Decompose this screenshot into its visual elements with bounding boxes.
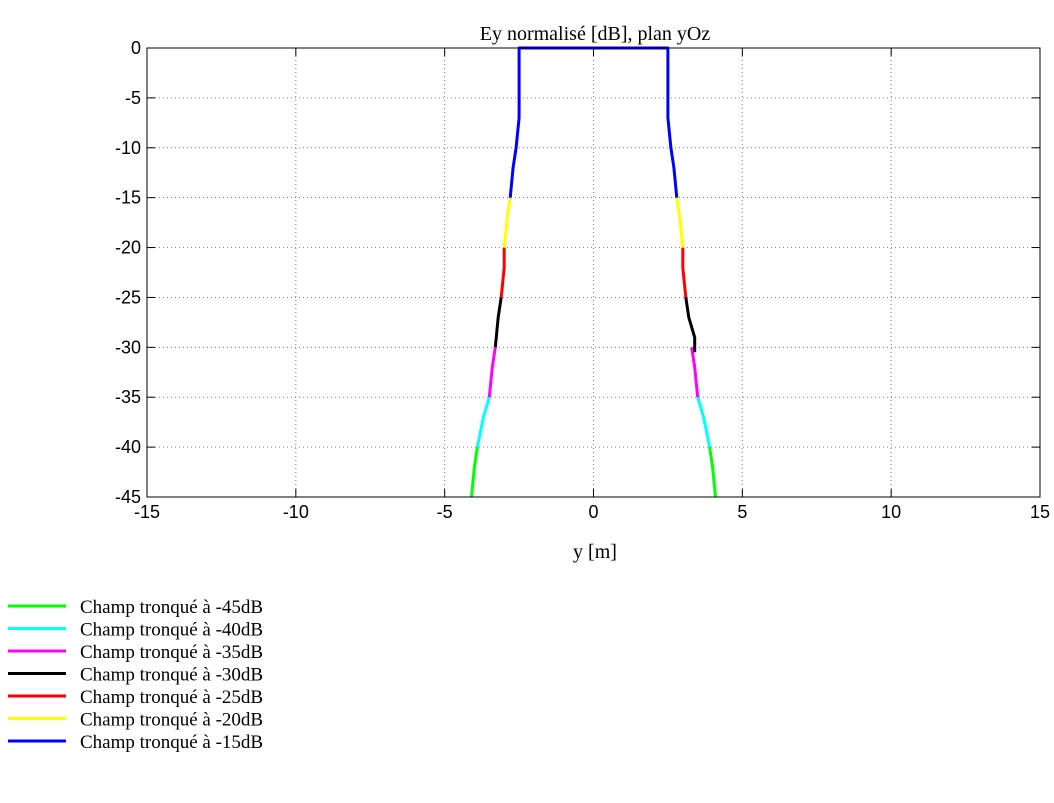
y-tick-label: -40 (115, 437, 141, 457)
y-tick-label: -15 (115, 188, 141, 208)
series-line (502, 197, 512, 248)
legend-label: Champ tronqué à -35dB (80, 642, 263, 663)
series-line (696, 396, 712, 448)
y-tick-label: -35 (115, 387, 141, 407)
legend-label: Champ tronqué à -45dB (80, 597, 263, 618)
y-tick-label: -30 (115, 337, 141, 357)
series-line (470, 446, 479, 498)
x-tick-label: 0 (588, 502, 598, 522)
x-tick-label: -5 (437, 502, 453, 522)
series-line (684, 297, 697, 353)
series-line (675, 197, 685, 248)
series-line (690, 347, 700, 398)
x-tick-label: -10 (283, 502, 309, 522)
chart-title: Ey normalisé [dB], plan yOz (480, 23, 711, 45)
series-line (499, 247, 506, 298)
y-tick-label: 0 (131, 38, 141, 58)
y-tick-label: -25 (115, 287, 141, 307)
y-tick-label: -20 (115, 238, 141, 258)
legend-label: Champ tronqué à -15dB (80, 732, 263, 753)
x-tick-label: 5 (737, 502, 747, 522)
legend-label: Champ tronqué à -30dB (80, 665, 263, 686)
x-tick-label: -15 (134, 502, 160, 522)
series-line (493, 297, 503, 348)
x-axis-label: y [m] (573, 541, 617, 563)
series-line (475, 396, 491, 448)
legend-label: Champ tronqué à -20dB (80, 710, 263, 731)
x-tick-label: 15 (1030, 502, 1050, 522)
y-tick-label: -45 (115, 487, 141, 507)
series-line (681, 247, 688, 298)
series-line (708, 446, 717, 498)
x-tick-label: 10 (881, 502, 901, 522)
y-tick-label: -5 (125, 88, 141, 108)
y-tick-label: -10 (115, 138, 141, 158)
plot-area: -15 -10 -5 0 5 10 15 0 -5 -10 -15 -20 -25 -30 -35 -40 -4… (115, 38, 1050, 522)
legend-label: Champ tronqué à -25dB (80, 687, 263, 708)
legend-label: Champ tronqué à -40dB (80, 620, 263, 641)
series-line (487, 347, 497, 398)
